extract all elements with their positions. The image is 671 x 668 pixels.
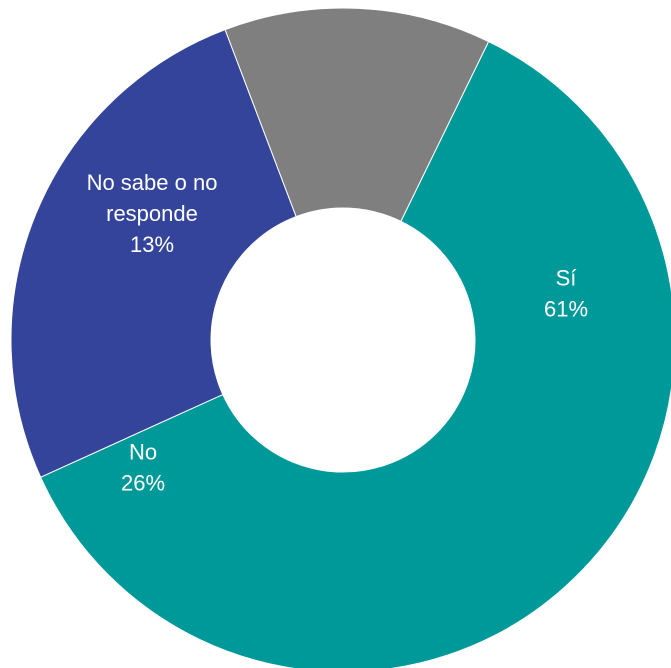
- slice-value-label: 61%: [544, 297, 588, 322]
- slice-label-1: Sí 61%: [544, 266, 588, 322]
- slice-label-3: No sabe o no responde 13%: [87, 170, 218, 257]
- slice-category-label: No: [129, 440, 157, 465]
- slice-category-label: Sí: [556, 266, 577, 291]
- slice-2: [10, 28, 297, 478]
- slice-3: [224, 7, 490, 223]
- slice-category-label: No sabe o no: [87, 170, 218, 195]
- slice-category-label: responde: [106, 201, 198, 226]
- slices: [10, 7, 671, 668]
- slice-label-2: No 26%: [121, 440, 165, 496]
- slice-1: [39, 40, 671, 668]
- slice-value-label: 13%: [130, 232, 174, 257]
- slice-value-label: 26%: [121, 471, 165, 496]
- slice-labels: Sí 61% No 26% No sabe o no responde 13%: [87, 170, 588, 496]
